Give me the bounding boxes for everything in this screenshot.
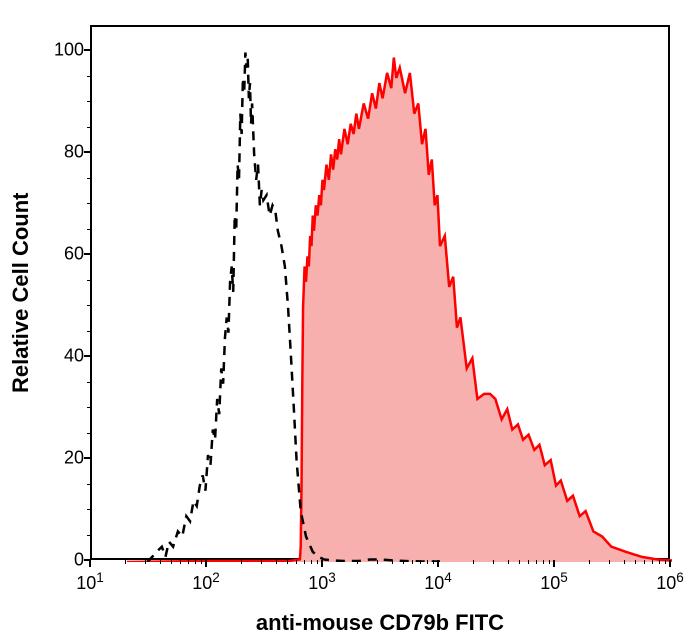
x-axis-label: anti-mouse CD79b FITC [90, 610, 670, 636]
x-tick-minor [195, 560, 196, 564]
x-tick-minor [377, 560, 378, 564]
x-tick-minor [528, 560, 529, 564]
x-tick-minor [403, 560, 404, 564]
y-tick-minor [87, 433, 90, 434]
x-tick-minor [311, 560, 312, 564]
x-tick-minor [508, 560, 509, 564]
x-tick-label: 104 [424, 570, 452, 594]
y-tick-minor [87, 203, 90, 204]
x-tick-minor [180, 560, 181, 564]
x-tick-minor [125, 560, 126, 564]
x-tick [321, 560, 323, 567]
x-tick-minor [188, 560, 189, 564]
x-tick-minor [549, 560, 550, 564]
plot-area [90, 25, 670, 560]
x-tick-label: 101 [76, 570, 104, 594]
y-tick-minor [87, 382, 90, 383]
y-tick [84, 457, 90, 459]
x-tick [669, 560, 671, 567]
x-tick-label: 106 [656, 570, 684, 594]
x-tick-minor [493, 560, 494, 564]
x-tick-minor [357, 560, 358, 564]
x-tick-minor [392, 560, 393, 564]
y-tick-label: 0 [74, 550, 84, 571]
x-tick-minor [276, 560, 277, 564]
y-tick [84, 49, 90, 51]
y-tick [84, 355, 90, 357]
y-tick-minor [87, 331, 90, 332]
x-tick-minor [241, 560, 242, 564]
y-tick-label: 40 [64, 346, 84, 367]
x-tick-minor [427, 560, 428, 564]
x-tick-minor [665, 560, 666, 564]
x-tick-label: 102 [192, 570, 220, 594]
y-tick-label: 80 [64, 142, 84, 163]
x-tick-minor [145, 560, 146, 564]
y-tick [84, 253, 90, 255]
y-tick-minor [87, 407, 90, 408]
x-tick-label: 103 [308, 570, 336, 594]
x-tick-minor [624, 560, 625, 564]
x-tick-minor [589, 560, 590, 564]
y-tick-label: 100 [54, 40, 84, 61]
x-tick-label: 105 [540, 570, 568, 594]
y-tick-minor [87, 484, 90, 485]
x-tick-minor [635, 560, 636, 564]
chart-svg [92, 27, 672, 562]
x-tick-minor [412, 560, 413, 564]
x-tick [205, 560, 207, 567]
x-tick-minor [473, 560, 474, 564]
x-tick [437, 560, 439, 567]
x-tick-minor [644, 560, 645, 564]
y-tick-minor [87, 229, 90, 230]
y-tick-minor [87, 280, 90, 281]
y-tick-minor [87, 305, 90, 306]
stained-series-fill [127, 58, 672, 562]
x-tick-minor [261, 560, 262, 564]
y-tick [84, 151, 90, 153]
x-tick-minor [296, 560, 297, 564]
x-tick [89, 560, 91, 567]
x-tick-minor [519, 560, 520, 564]
y-tick-minor [87, 178, 90, 179]
x-tick [553, 560, 555, 567]
flow-cytometry-histogram: Relative Cell Count anti-mouse CD79b FIT… [0, 0, 696, 641]
y-tick-minor [87, 509, 90, 510]
x-tick-minor [543, 560, 544, 564]
x-tick-minor [304, 560, 305, 564]
y-tick-minor [87, 535, 90, 536]
x-tick-minor [171, 560, 172, 564]
x-tick-minor [201, 560, 202, 564]
y-tick-label: 60 [64, 244, 84, 265]
x-tick-minor [420, 560, 421, 564]
y-tick-minor [87, 76, 90, 77]
y-tick-label: 20 [64, 448, 84, 469]
y-tick-minor [87, 101, 90, 102]
x-tick-minor [659, 560, 660, 564]
x-tick-minor [160, 560, 161, 564]
x-tick-minor [652, 560, 653, 564]
y-axis-label: Relative Cell Count [8, 192, 34, 392]
y-tick-minor [87, 127, 90, 128]
x-tick-minor [317, 560, 318, 564]
x-tick-minor [609, 560, 610, 564]
x-tick-minor [433, 560, 434, 564]
x-tick-minor [287, 560, 288, 564]
x-tick-minor [536, 560, 537, 564]
